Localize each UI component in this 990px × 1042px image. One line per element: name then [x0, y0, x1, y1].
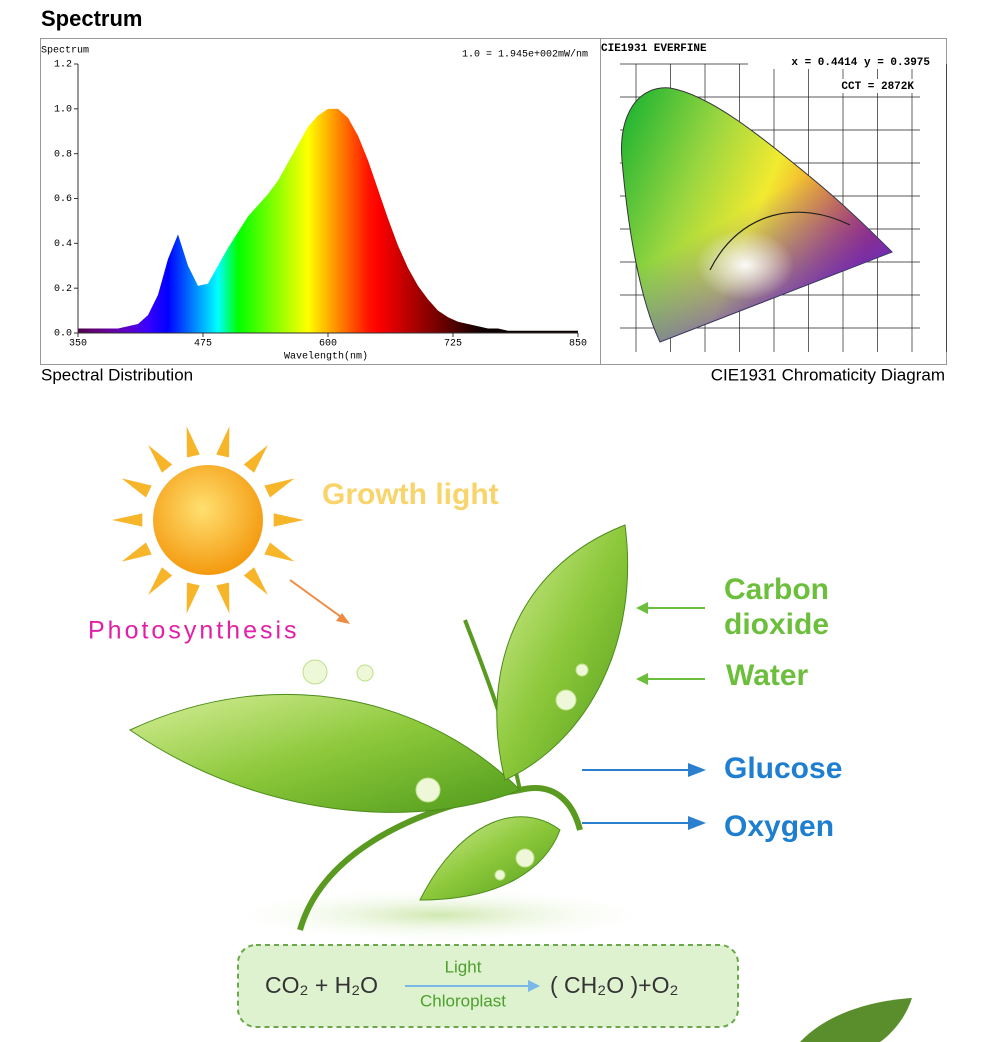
- circle: [555, 689, 577, 711]
- caption: CIE1931 Chromaticity Diagram: [711, 365, 945, 384]
- x-axis-label: Wavelength(nm): [284, 351, 368, 363]
- sun-ray: [243, 444, 268, 473]
- page-title: Spectrum: [41, 6, 142, 31]
- arrow: [289, 579, 349, 623]
- input-label: Water: [726, 659, 809, 692]
- droplets: [302, 659, 589, 881]
- sun-ray: [186, 426, 200, 458]
- sun-ray: [112, 513, 143, 527]
- cie-white: [675, 205, 815, 305]
- photosynthesis-label: Photosynthesis: [88, 617, 300, 645]
- x-tick-label: 475: [194, 339, 212, 350]
- circle: [575, 663, 589, 677]
- equation-bottom: Chloroplast: [420, 991, 506, 1010]
- arrow-head: [528, 980, 540, 992]
- y-tick-label: 0.2: [54, 284, 72, 295]
- sun-ray: [148, 567, 173, 596]
- ground-glow: [220, 887, 660, 943]
- equation-top: Light: [445, 957, 482, 976]
- spectrum-chart: 0.0 0.2 0.4 0.6 0.8 1.0 1.2 350 475 600 725 850: [54, 60, 587, 350]
- sun-ray: [186, 582, 200, 614]
- sun-ray: [216, 426, 230, 458]
- y-tick-label: 1.0: [54, 104, 72, 115]
- x-tick-label: 850: [569, 339, 587, 350]
- caption: Spectral Distribution: [41, 365, 193, 384]
- input-arrows: [640, 607, 705, 680]
- leaf: [496, 524, 629, 781]
- x-tick-label: 600: [319, 339, 337, 350]
- sun-ray: [121, 478, 152, 498]
- growth-label: Growth light: [322, 478, 499, 511]
- y-tick-label: 0.8: [54, 149, 72, 160]
- planckian-locus: [709, 211, 851, 271]
- y-tick-label: 0.4: [54, 239, 72, 250]
- label-bg: [812, 79, 916, 93]
- output-arrows: [582, 769, 690, 824]
- cie-title: CIE1931 EVERFINE: [601, 43, 707, 55]
- circle: [515, 848, 535, 868]
- arrow-heads: [688, 763, 706, 830]
- sun-ray: [243, 567, 268, 596]
- output-label: Glucose: [724, 752, 842, 785]
- x-tick-label: 725: [444, 339, 462, 350]
- illustration: Growth light Photosynthesis Carbon dioxi…: [88, 426, 912, 1042]
- equation-left: CO₂ + H₂O: [265, 972, 378, 998]
- input-label: dioxide: [724, 608, 829, 641]
- input-label: Carbon: [724, 573, 829, 606]
- sun-ray: [216, 582, 230, 614]
- sun: [153, 465, 263, 575]
- sun-ray: [121, 542, 152, 562]
- circle: [494, 869, 506, 881]
- cie-cct: CCT = 2872K: [841, 81, 914, 93]
- leaf: [419, 816, 561, 901]
- circle: [356, 664, 374, 682]
- sun-rays: [112, 426, 304, 614]
- arrow-heads: [636, 602, 648, 685]
- y-tick-label: 0.0: [54, 329, 72, 340]
- sun-ray: [273, 513, 304, 527]
- annotation: 1.0 = 1.945e+002mW/nm: [462, 49, 588, 61]
- y-tick-label: 1.2: [54, 60, 72, 71]
- output-label: Oxygen: [724, 810, 834, 843]
- circle: [415, 777, 441, 803]
- sun-ray: [148, 444, 173, 473]
- x-tick-label: 350: [69, 339, 87, 350]
- corner-leaf: [800, 998, 912, 1042]
- label-bg: [748, 55, 934, 69]
- equation-right: ( CH₂O )+O₂: [550, 972, 678, 998]
- spectrum-area: [78, 108, 578, 333]
- circle: [302, 659, 328, 685]
- leaf: [128, 693, 521, 813]
- sun-ray: [264, 542, 295, 562]
- arrow-head: [336, 613, 350, 624]
- cie-panel: CIE1931 EVERFINE x = 0.4414 y = 0.3975 C…: [600, 38, 947, 384]
- chart-title: Spectrum: [41, 46, 89, 57]
- sun-ray: [264, 478, 295, 498]
- y-tick-label: 0.6: [54, 194, 72, 205]
- cie-coords: x = 0.4414 y = 0.3975: [791, 57, 930, 69]
